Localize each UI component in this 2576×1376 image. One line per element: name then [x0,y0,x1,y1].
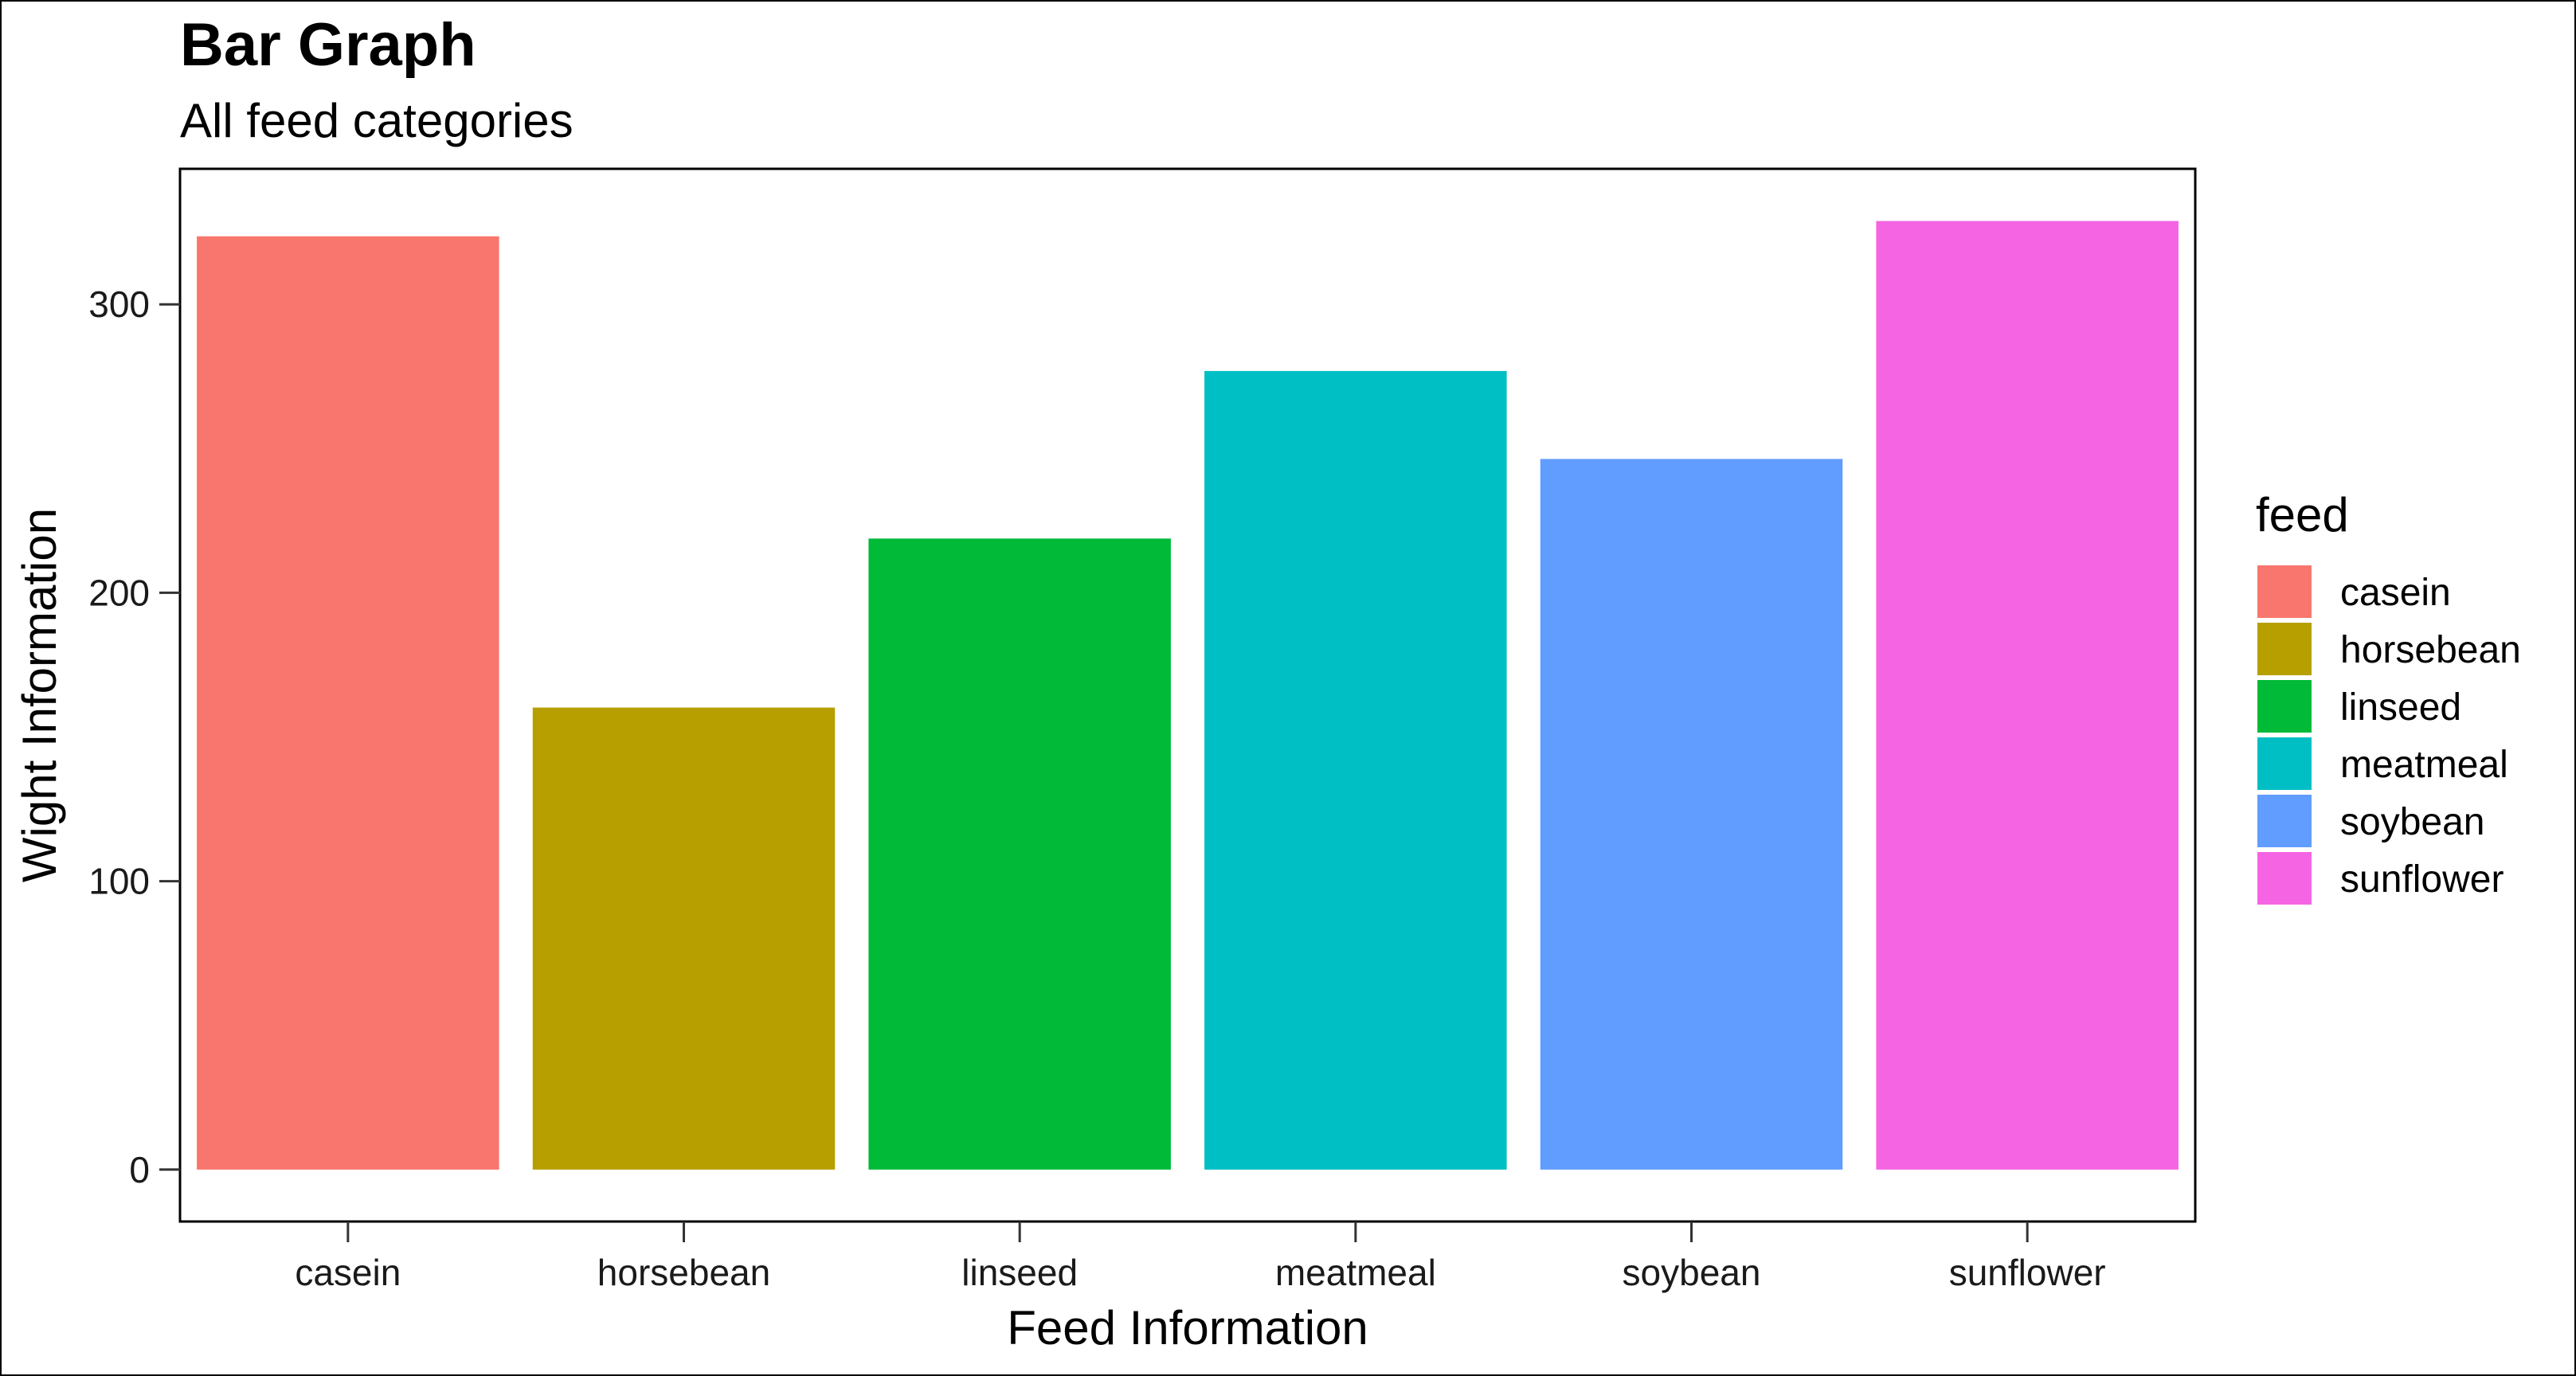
bar-casein [197,236,499,1170]
legend-key-horsebean [2257,623,2312,675]
bar-sunflower [1876,221,2179,1170]
legend-key-casein [2257,565,2312,618]
legend-key-linseed [2257,680,2312,733]
legend-label-casein: casein [2340,572,2451,614]
x-axis-title: Feed Information [1007,1301,1368,1354]
x-tick-label: horsebean [597,1252,770,1293]
y-axis: 0 100 200 300 [88,283,180,1190]
legend-label-horsebean: horsebean [2340,629,2521,671]
legend-title: feed [2256,488,2349,541]
legend-key-meatmeal [2257,737,2312,790]
legend: feed casein horsebean linseed meatmeal soybe… [2256,488,2521,905]
chart-subtitle: All feed categories [180,94,574,147]
legend-label-meatmeal: meatmeal [2340,744,2508,786]
legend-label-sunflower: sunflower [2340,858,2504,901]
chart-title: Bar Graph [180,11,476,79]
x-tick-label: soybean [1623,1252,1761,1293]
legend-label-soybean: soybean [2340,801,2484,843]
x-axis: casein horsebean linseed meatmeal soybean sun… [295,1222,2106,1293]
bar-linseed [868,538,1171,1170]
y-axis-title: Wight Information [13,508,66,882]
x-tick-label: linseed [961,1252,1078,1293]
y-tick-label: 300 [88,283,150,325]
legend-label-linseed: linseed [2340,686,2461,729]
legend-key-sunflower [2257,852,2312,905]
x-tick-label: meatmeal [1275,1252,1436,1293]
bar-meatmeal [1204,370,1507,1170]
legend-key-soybean [2257,795,2312,847]
bars-group [197,221,2179,1170]
y-tick-label: 100 [88,861,150,902]
y-tick-label: 200 [88,572,150,613]
y-tick-label: 0 [129,1149,150,1190]
x-tick-label: casein [295,1252,401,1293]
bar-horsebean [532,707,836,1170]
bar-soybean [1540,459,1843,1170]
x-tick-label: sunflower [1949,1252,2106,1293]
plot-panel-border [178,167,2197,1223]
